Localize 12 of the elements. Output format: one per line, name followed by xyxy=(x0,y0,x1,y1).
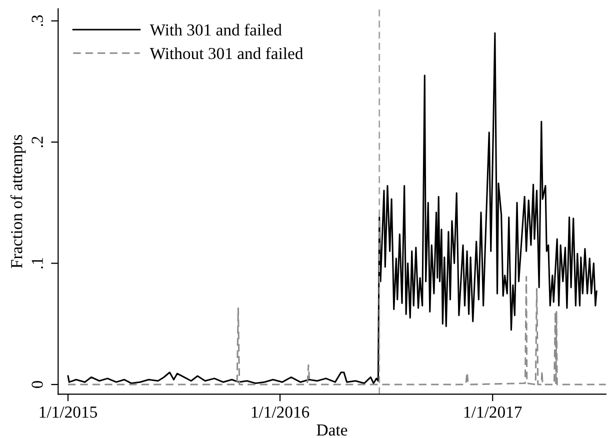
y-tick-label: .3 xyxy=(32,15,44,26)
y-tick-label: .1 xyxy=(32,258,44,268)
x-tick-label: 1/1/2016 xyxy=(252,406,310,418)
legend-label: Without 301 and failed xyxy=(150,47,304,60)
x-tick-label: 1/1/2017 xyxy=(464,406,522,418)
y-tick-label: 0 xyxy=(32,380,43,388)
x-tick-label: 1/1/2015 xyxy=(40,406,97,418)
x-axis-title: Date xyxy=(316,424,348,436)
line-series xyxy=(67,276,606,386)
y-axis-title: Fraction of attempts xyxy=(10,134,26,268)
y-tick-label: .2 xyxy=(32,136,44,148)
legend-label: With 301 and failed xyxy=(150,24,282,36)
